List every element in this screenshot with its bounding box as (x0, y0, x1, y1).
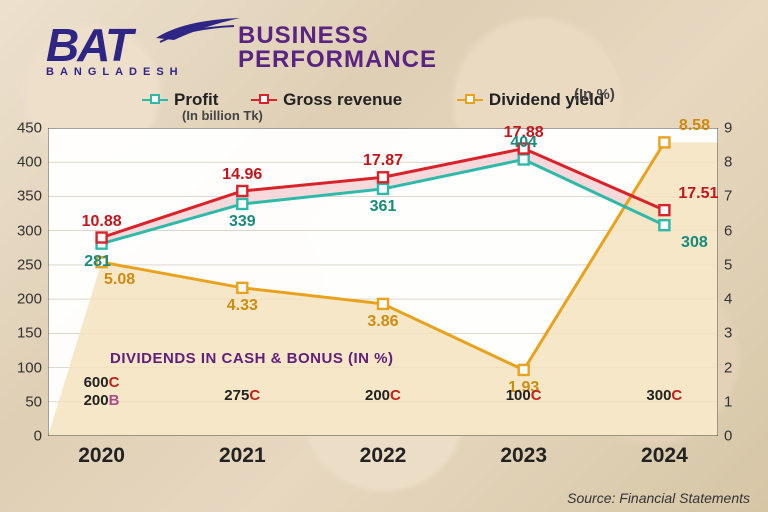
data-label: 10.88 (82, 213, 122, 231)
y-right-tick: 7 (718, 188, 754, 205)
y-right-tick: 5 (718, 256, 754, 273)
y-right-tick: 1 (718, 393, 754, 410)
y-left-tick: 250 (2, 256, 48, 273)
y-left-tick: 450 (2, 120, 48, 137)
y-left-tick: 150 (2, 325, 48, 342)
x-tick: 2022 (360, 444, 407, 468)
chart-area: 0501001502002503003504004500123456789202… (48, 128, 718, 436)
dividend-value: 275C (224, 387, 260, 404)
data-label: 404 (510, 134, 537, 152)
data-label: 4.33 (227, 297, 258, 315)
y-right-tick: 2 (718, 359, 754, 376)
revenue-swatch-icon (251, 98, 277, 101)
data-label: 339 (229, 213, 256, 231)
x-tick: 2024 (641, 444, 688, 468)
logo-sub: BANGLADESH (46, 66, 184, 78)
data-label: 3.86 (367, 313, 398, 331)
y-right-tick: 4 (718, 291, 754, 308)
y-left-tick: 0 (2, 428, 48, 445)
data-label: 281 (84, 253, 111, 271)
x-tick: 2023 (500, 444, 547, 468)
data-label: 361 (370, 198, 397, 216)
legend-unit-left: (In billion Tk) (182, 108, 263, 123)
legend-revenue-label: Gross revenue (283, 90, 402, 110)
y-left-tick: 200 (2, 291, 48, 308)
y-right-tick: 9 (718, 120, 754, 137)
y-left-tick: 100 (2, 359, 48, 376)
source-text: Source: Financial Statements (567, 490, 750, 506)
legend-profit-label: Profit (174, 90, 218, 110)
y-right-tick: 8 (718, 154, 754, 171)
y-right-tick: 0 (718, 428, 754, 445)
y-right-tick: 3 (718, 325, 754, 342)
chart-title: BUSINESS PERFORMANCE (238, 22, 437, 74)
data-label: 14.96 (222, 166, 262, 184)
bat-logo: BAT BANGLADESH (46, 18, 184, 78)
title-line2: PERFORMANCE (238, 46, 437, 74)
legend-profit: Profit (142, 90, 218, 110)
dividends-title: DIVIDENDS IN CASH & BONUS (IN %) (110, 350, 394, 367)
x-tick: 2021 (219, 444, 266, 468)
y-left-tick: 50 (2, 393, 48, 410)
data-label: 17.87 (363, 152, 403, 170)
data-label: 8.58 (679, 117, 710, 135)
data-label: 308 (681, 234, 708, 252)
dividend-value: 100C (506, 387, 542, 404)
dividend-value: 600C (84, 374, 120, 391)
legend-revenue: Gross revenue (251, 90, 402, 110)
data-label: 17.51 (678, 185, 718, 203)
logo-swoosh-icon (154, 16, 244, 44)
data-label: 5.08 (104, 271, 135, 289)
yield-swatch-icon (457, 98, 483, 101)
dividend-value: 200C (365, 387, 401, 404)
x-tick: 2020 (78, 444, 125, 468)
profit-swatch-icon (142, 98, 168, 101)
y-left-tick: 350 (2, 188, 48, 205)
y-left-tick: 400 (2, 154, 48, 171)
dividend-value: 200B (84, 392, 120, 409)
y-right-tick: 6 (718, 222, 754, 239)
dividend-value: 300C (646, 387, 682, 404)
y-left-tick: 300 (2, 222, 48, 239)
legend-unit-right: (In %) (574, 86, 615, 103)
